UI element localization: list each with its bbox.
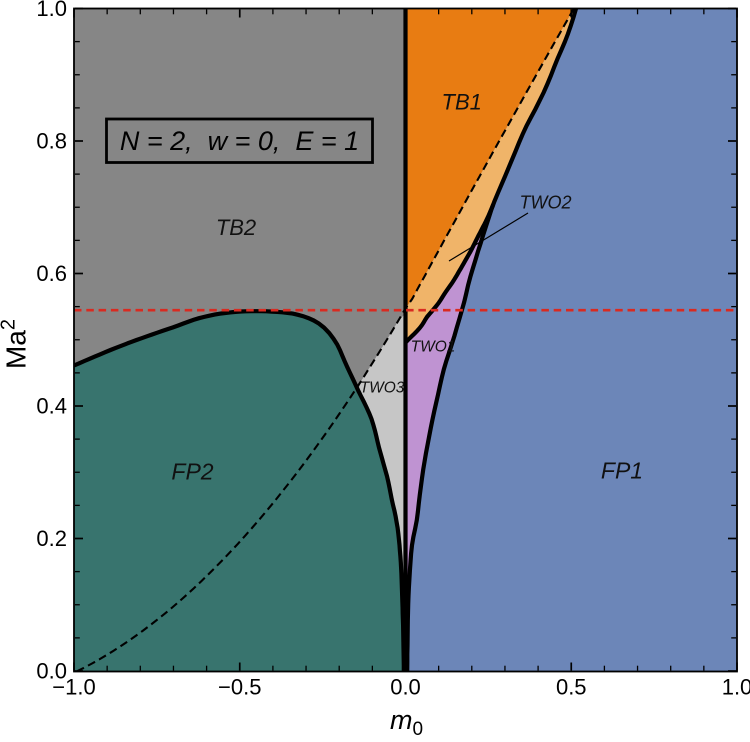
svg-text:FP2: FP2 (171, 459, 213, 485)
svg-text:TWO1: TWO1 (411, 339, 456, 356)
svg-text:TB2: TB2 (216, 215, 256, 240)
svg-text:Ma2: Ma2 (0, 319, 32, 369)
svg-text:−0.5: −0.5 (218, 675, 261, 700)
svg-text:TWO2: TWO2 (520, 193, 572, 213)
svg-text:0.0: 0.0 (36, 659, 67, 684)
svg-text:1.0: 1.0 (722, 675, 750, 700)
svg-text:TB1: TB1 (442, 90, 482, 115)
svg-text:N = 2, w = 0, E = 1: N = 2, w = 0, E = 1 (120, 126, 359, 156)
svg-text:0.4: 0.4 (36, 394, 67, 419)
svg-text:0.2: 0.2 (36, 526, 67, 551)
svg-text:0.8: 0.8 (36, 129, 67, 154)
svg-text:0.5: 0.5 (556, 675, 587, 700)
svg-text:m0: m0 (390, 705, 423, 737)
svg-text:1.0: 1.0 (36, 0, 67, 21)
svg-text:0.6: 0.6 (36, 261, 67, 286)
svg-text:−1.0: −1.0 (52, 675, 95, 700)
svg-text:TWO3: TWO3 (360, 380, 405, 397)
svg-text:FP1: FP1 (601, 458, 643, 484)
svg-text:0.0: 0.0 (390, 675, 421, 700)
